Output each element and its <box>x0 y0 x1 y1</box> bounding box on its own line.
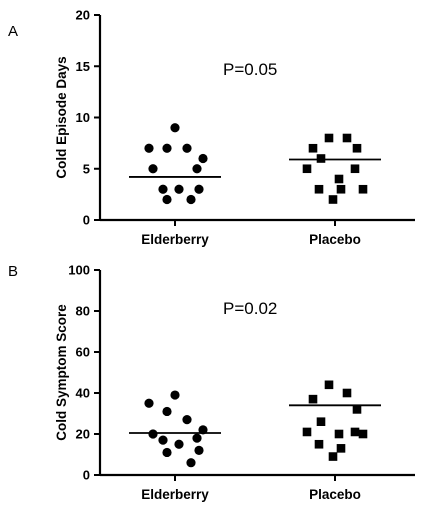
panel-b-label: B <box>8 263 18 280</box>
panel-b-y-tick-label: 0 <box>83 468 90 483</box>
panel-b: B 0 20 40 60 80 100 Elderberry Placebo Cold Sympt… <box>8 263 415 502</box>
panel-b-placebo-point <box>336 444 346 453</box>
panel-b-elderberry-point <box>192 433 202 443</box>
panel-b-y-tick-label: 60 <box>76 345 90 360</box>
panel-a-placebo-point <box>324 133 334 143</box>
panel-b-placebo-point <box>350 427 360 437</box>
panel-a-category-label: Placebo <box>309 232 361 247</box>
panel-b-placebo-point <box>302 427 312 437</box>
panel-b-elderberry-point <box>144 398 154 408</box>
panel-b-y-tick-label: 80 <box>76 304 90 319</box>
panel-a-y-axis-label: Cold Episode Days <box>54 56 69 178</box>
panel-b-elderberry-point <box>194 445 204 455</box>
panel-b-category-label: Placebo <box>309 487 361 502</box>
panel-b-elderberry-point <box>148 429 158 439</box>
panel-a-elderberry-point <box>158 184 168 194</box>
panel-b-y-tick-label: 20 <box>76 427 90 442</box>
panel-a-elderberry-point <box>198 153 208 164</box>
panel-a-category-label: Elderberry <box>141 232 209 247</box>
panel-a-elderberry-point <box>162 194 172 205</box>
panel-b-placebo-point <box>316 417 326 426</box>
panel-b-placebo-point <box>334 429 344 439</box>
panel-a: A 0 5 10 15 20 Elderberry Placebo Cold Episode D… <box>8 8 415 247</box>
panel-a-y-tick-label: 20 <box>76 8 90 23</box>
panel-b-y-axis-label: Cold Symptom Score <box>54 304 69 441</box>
panel-b-placebo-point <box>342 388 352 398</box>
panel-b-elderberry-point <box>162 406 172 417</box>
panel-b-placebo-point <box>352 405 362 414</box>
panel-a-elderberry-point <box>174 184 184 194</box>
panel-a-placebo-point <box>358 184 368 194</box>
panel-a-placebo-point <box>328 195 338 204</box>
panel-b-category-label: Elderberry <box>141 487 209 502</box>
panel-b-placebo-point <box>324 380 334 390</box>
panel-a-y-tick-label: 0 <box>83 213 90 228</box>
panel-a-placebo-point <box>302 164 312 174</box>
panel-a-elderberry-point <box>182 143 192 153</box>
panel-a-placebo-point <box>314 184 324 194</box>
panel-a-placebo-point <box>316 154 326 163</box>
panel-a-elderberry-point <box>144 143 154 153</box>
panel-a-placebo-point <box>336 184 346 194</box>
panel-b-placebo-point <box>308 394 318 404</box>
panel-a-placebo-point <box>350 164 360 174</box>
panel-a-placebo-point <box>308 143 318 153</box>
panel-b-elderberry-point <box>162 447 172 458</box>
panel-a-elderberry-point <box>148 164 158 174</box>
panel-a-elderberry-point <box>186 194 196 205</box>
panel-b-placebo-point <box>314 439 324 449</box>
panel-a-elderberry-point <box>162 143 172 153</box>
panel-b-elderberry-point <box>174 439 184 449</box>
panel-b-y-tick-label: 40 <box>76 386 90 401</box>
panel-a-y-tick-label: 15 <box>76 59 90 74</box>
panel-b-placebo-point <box>328 452 338 461</box>
panel-a-elderberry-point <box>170 123 180 133</box>
panel-a-placebo-point <box>334 174 344 184</box>
panel-a-y-tick-label: 5 <box>83 161 90 176</box>
panel-b-elderberry-point <box>186 458 196 468</box>
panel-a-y-tick-label: 10 <box>76 110 90 125</box>
panel-a-placebo-point <box>342 133 352 143</box>
panel-b-p-value: P=0.02 <box>223 299 277 318</box>
panel-a-label: A <box>8 23 18 40</box>
panel-a-elderberry-point <box>194 184 204 194</box>
panel-b-elderberry-point <box>170 390 180 400</box>
panel-a-p-value: P=0.05 <box>223 60 277 79</box>
panel-b-placebo-point <box>358 429 368 439</box>
panel-b-y-tick-label: 100 <box>68 263 90 278</box>
panel-b-elderberry-point <box>182 415 192 425</box>
panel-b-elderberry-point <box>158 435 168 445</box>
panel-a-elderberry-point <box>192 164 202 174</box>
panel-a-placebo-point <box>352 143 362 153</box>
